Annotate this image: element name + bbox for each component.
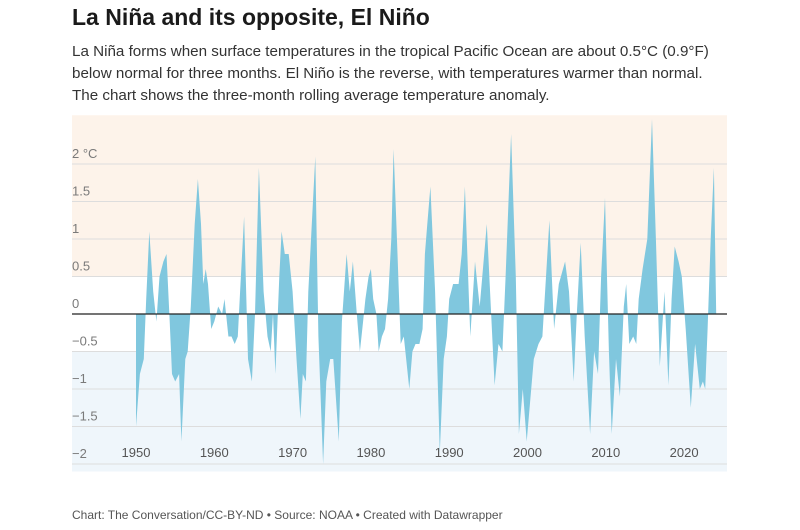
x-tick-label: 2010	[591, 445, 620, 460]
x-tick-label: 1960	[200, 445, 229, 460]
x-tick-label: 1950	[122, 445, 151, 460]
y-tick-label: 2 °C	[72, 146, 97, 161]
x-axis-ticks: 1950 1960 1970 1980 1990 2000 2010 2020	[122, 445, 699, 460]
el-nino-band	[72, 115, 727, 277]
y-tick-label: 1	[72, 221, 79, 236]
y-tick-label: −2	[72, 446, 87, 461]
y-tick-label: −0.5	[72, 334, 98, 349]
y-tick-label: 0	[72, 296, 79, 311]
y-axis-ticks: 2 °C 1.5 1 0.5 0 −0.5 −1 −1.5 −2	[72, 146, 98, 461]
shaded-bands	[72, 115, 727, 472]
x-tick-label: 1970	[278, 445, 307, 460]
la-nina-band	[72, 351, 727, 472]
x-tick-label: 1990	[435, 445, 464, 460]
x-tick-label: 2020	[670, 445, 699, 460]
x-tick-label: 1980	[356, 445, 385, 460]
y-tick-label: −1	[72, 371, 87, 386]
chart-footer: Chart: The Conversation/CC-BY-ND • Sourc…	[72, 508, 503, 522]
x-tick-label: 2000	[513, 445, 542, 460]
chart-subtitle: La Niña forms when surface temperatures …	[72, 43, 709, 104]
y-tick-label: 0.5	[72, 259, 90, 274]
chart-title: La Niña and its opposite, El Niño	[72, 4, 430, 30]
y-tick-label: 1.5	[72, 184, 90, 199]
anomaly-area	[136, 119, 717, 464]
y-tick-label: −1.5	[72, 409, 98, 424]
